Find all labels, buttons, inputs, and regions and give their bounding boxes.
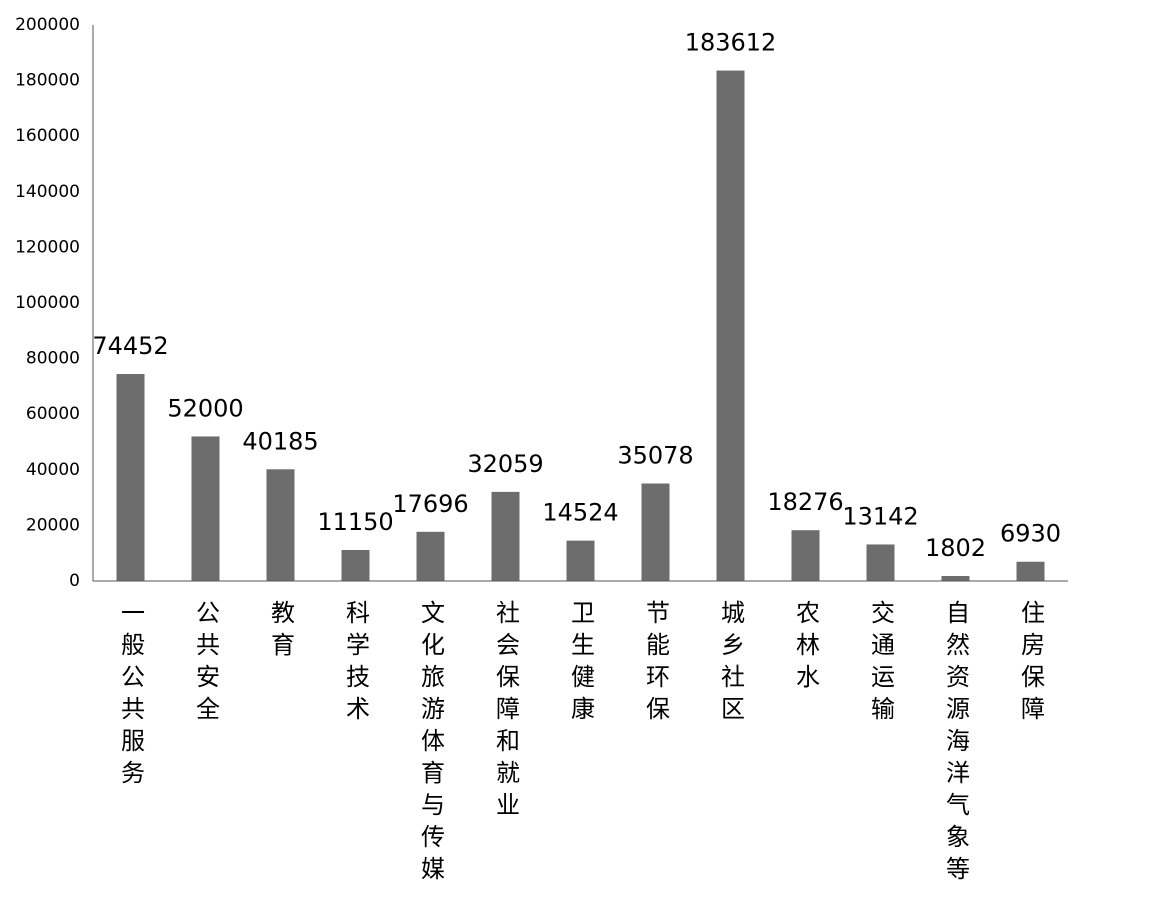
value-label: 1802	[925, 534, 986, 562]
x-tick-label: 自然资源海洋气象等	[942, 600, 970, 888]
value-label: 18276	[767, 488, 843, 516]
x-tick-label: 文化旅游体育与传媒	[417, 600, 445, 888]
x-tick-label: 节能环保	[642, 600, 670, 728]
bar	[116, 374, 145, 581]
bar	[716, 70, 745, 581]
bar	[866, 544, 895, 581]
bar	[791, 530, 820, 581]
x-tick-label: 公共安全	[192, 600, 220, 728]
bar	[941, 575, 970, 581]
value-label: 11150	[317, 508, 393, 536]
x-tick-label: 科学技术	[342, 600, 370, 728]
value-label: 17696	[392, 490, 468, 518]
bar	[191, 436, 220, 581]
bar	[1016, 561, 1045, 581]
value-label: 13142	[842, 502, 918, 530]
y-tick-label: 160000	[15, 126, 80, 146]
y-tick-label: 80000	[26, 349, 80, 369]
y-tick-label: 60000	[26, 404, 80, 424]
y-tick-label: 40000	[26, 460, 80, 480]
y-tick-label: 0	[69, 571, 80, 591]
value-label: 35078	[617, 441, 693, 469]
y-tick-label: 140000	[15, 182, 80, 202]
value-label: 52000	[167, 394, 243, 422]
bar	[266, 469, 295, 581]
y-tick-label: 20000	[26, 515, 80, 535]
y-tick-label: 100000	[15, 293, 80, 313]
y-tick-label: 200000	[15, 15, 80, 35]
value-label: 32059	[467, 450, 543, 478]
y-tick-label: 120000	[15, 237, 80, 257]
x-tick-label: 卫生健康	[567, 600, 595, 728]
bar	[566, 540, 595, 581]
x-tick-label: 社会保障和就业	[492, 600, 520, 824]
value-label: 74452	[92, 332, 168, 360]
x-tick-label: 教育	[267, 600, 295, 664]
value-label: 14524	[542, 499, 618, 527]
bar	[491, 491, 520, 581]
x-tick-label: 住房保障	[1017, 600, 1045, 728]
x-tick-label: 一般公共服务	[117, 600, 145, 792]
value-label: 6930	[1000, 520, 1061, 548]
bar	[416, 531, 445, 581]
value-label: 183612	[685, 29, 777, 57]
x-tick-label: 交通运输	[867, 600, 895, 728]
y-tick-label: 180000	[15, 71, 80, 91]
bar	[341, 550, 370, 581]
x-tick-label: 农林水	[792, 600, 820, 696]
bar	[641, 483, 670, 581]
value-label: 40185	[242, 427, 318, 455]
x-tick-label: 城乡社区	[717, 600, 745, 728]
